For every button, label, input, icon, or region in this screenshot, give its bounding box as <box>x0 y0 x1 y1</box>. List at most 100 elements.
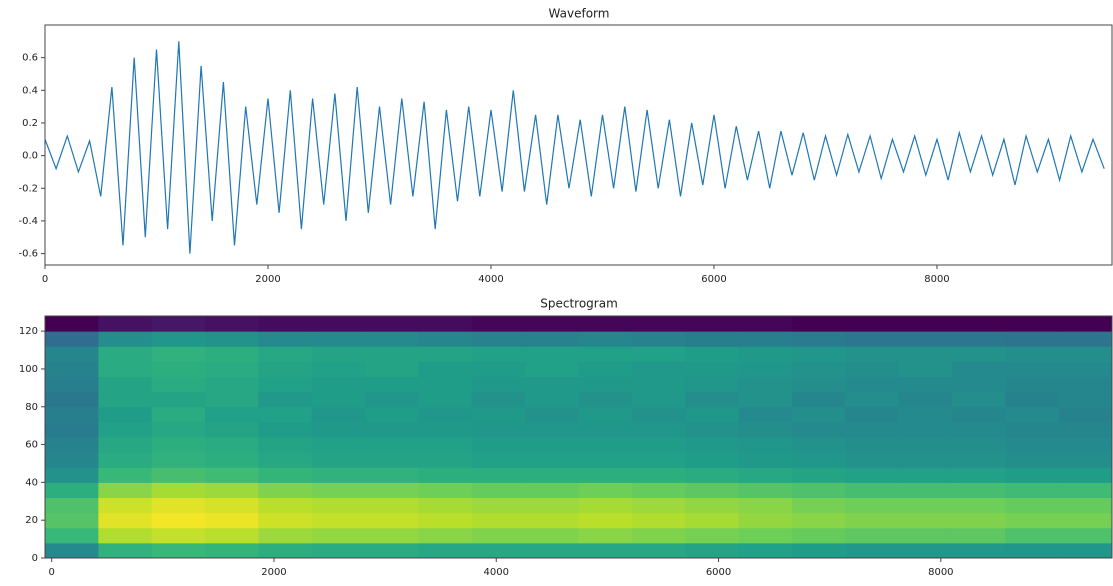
heatmap-cell <box>1005 406 1060 423</box>
heatmap-cell <box>1005 512 1060 529</box>
heatmap-cell <box>98 331 153 347</box>
heatmap-cell <box>471 482 526 498</box>
y-tick-label: -0.6 <box>18 249 38 260</box>
heatmap-cell <box>205 542 259 558</box>
heatmap-cell <box>845 406 900 423</box>
heatmap-cell <box>845 437 900 453</box>
heatmap-cell <box>1058 331 1112 347</box>
heatmap-cell <box>898 421 953 438</box>
heatmap-cell <box>1005 421 1060 438</box>
heatmap-cell <box>685 527 740 544</box>
heatmap-cell <box>578 346 633 362</box>
heatmap-cell <box>1005 452 1060 468</box>
x-tick-label: 0 <box>42 274 48 285</box>
heatmap-cell <box>791 346 846 362</box>
heatmap-cell <box>311 361 366 377</box>
heatmap-cell <box>1058 512 1112 529</box>
heatmap-cell <box>1058 497 1112 514</box>
heatmap-cell <box>151 497 206 514</box>
heatmap-cell <box>631 512 686 529</box>
heatmap-cell <box>951 376 1006 393</box>
heatmap-cell <box>525 346 579 362</box>
chart-title: Waveform <box>549 7 610 21</box>
heatmap-cell <box>1005 467 1060 483</box>
heatmap-cell <box>845 467 900 483</box>
heatmap-cell <box>205 452 259 468</box>
heatmap-cell <box>418 391 473 408</box>
y-tick-label: 60 <box>25 440 38 451</box>
heatmap-cell <box>631 497 686 514</box>
heatmap-cell <box>791 497 846 514</box>
heatmap-cell <box>898 542 953 558</box>
y-tick-label: 0.6 <box>22 53 38 64</box>
heatmap-cell <box>365 421 419 438</box>
heatmap-cell <box>525 437 579 453</box>
heatmap-cell <box>471 497 526 514</box>
heatmap-cell <box>98 497 153 514</box>
heatmap-cell <box>525 497 579 514</box>
heatmap-cell <box>1058 542 1112 558</box>
heatmap-cell <box>845 542 900 558</box>
heatmap-cell <box>525 361 579 377</box>
heatmap-cell <box>365 346 419 362</box>
heatmap-cell <box>845 497 900 514</box>
heatmap-cell <box>365 361 419 377</box>
y-tick-label: 120 <box>19 326 38 337</box>
heatmap-cell <box>898 527 953 544</box>
heatmap-cell <box>791 512 846 529</box>
heatmap-cell <box>258 346 313 362</box>
heatmap-cell <box>631 452 686 468</box>
heatmap-cell <box>845 452 900 468</box>
heatmap-cell <box>1058 346 1112 362</box>
heatmap-cell <box>898 467 953 483</box>
plot-area <box>45 41 1105 254</box>
heatmap-cell <box>45 527 99 544</box>
y-tick-label: 0 <box>32 553 38 564</box>
heatmap-cell <box>205 482 259 498</box>
heatmap-cell <box>258 361 313 377</box>
y-tick-label: -0.2 <box>18 183 38 194</box>
heatmap-cell <box>525 467 579 483</box>
heatmap-cell <box>898 346 953 362</box>
heatmap-cell <box>258 376 313 393</box>
heatmap-cell <box>791 452 846 468</box>
heatmap-cell <box>845 361 900 377</box>
heatmap-cell <box>738 421 793 438</box>
heatmap-cell <box>738 482 793 498</box>
heatmap-cell <box>631 482 686 498</box>
heatmap-cell <box>738 331 793 347</box>
heatmap-cell <box>365 527 419 544</box>
heatmap-cell <box>311 512 366 529</box>
heatmap-cell <box>578 376 633 393</box>
heatmap-cell <box>471 331 526 347</box>
heatmap-cell <box>685 512 740 529</box>
heatmap-cell <box>258 497 313 514</box>
heatmap-cell <box>845 346 900 362</box>
heatmap-cell <box>311 452 366 468</box>
y-tick-label: 40 <box>25 477 38 488</box>
heatmap-cell <box>525 542 579 558</box>
heatmap-cell <box>151 406 206 423</box>
heatmap-cell <box>205 437 259 453</box>
heatmap-cell <box>258 467 313 483</box>
heatmap-cell <box>98 542 153 558</box>
heatmap-cell <box>738 376 793 393</box>
heatmap-cell <box>525 452 579 468</box>
heatmap-cell <box>98 512 153 529</box>
heatmap-cell <box>1058 406 1112 423</box>
heatmap-cell <box>578 512 633 529</box>
heatmap-cell <box>791 361 846 377</box>
heatmap-cell <box>525 527 579 544</box>
heatmap-cell <box>791 421 846 438</box>
heatmap-cell <box>951 391 1006 408</box>
heatmap-cell <box>738 437 793 453</box>
x-tick-label: 2000 <box>255 274 280 285</box>
heatmap-cell <box>418 512 473 529</box>
heatmap-cell <box>151 542 206 558</box>
x-tick-label: 6000 <box>701 274 726 285</box>
heatmap-cell <box>1005 437 1060 453</box>
heatmap-cell <box>1005 376 1060 393</box>
heatmap-cell <box>898 331 953 347</box>
heatmap-cell <box>898 316 953 332</box>
